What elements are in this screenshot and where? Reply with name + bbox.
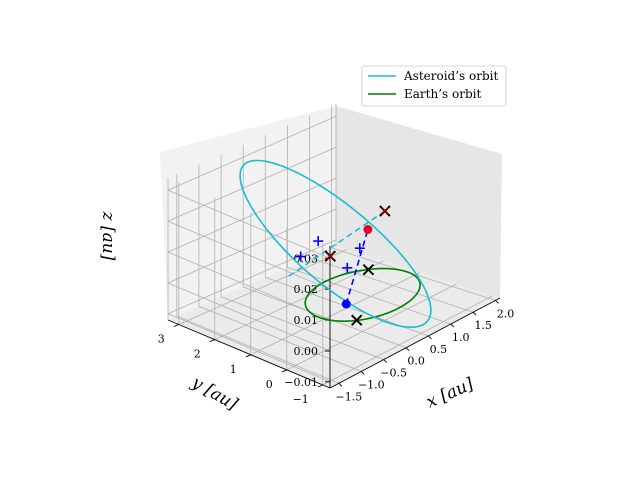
grid-line-x-floor-2 (220, 296, 384, 360)
left-pane (160, 106, 336, 320)
x-tick-label: 2.0 (497, 307, 515, 320)
grid-line-z-back-4 (167, 115, 337, 191)
x-tick-label: 0.5 (430, 343, 448, 356)
x-tick-label: −1.0 (358, 378, 385, 391)
x-tick-mark (360, 371, 365, 375)
grid-line-z-back-3 (167, 146, 337, 222)
y-axis-label: y [au] (187, 372, 241, 415)
y-tick-mark (317, 384, 323, 388)
grid-line-x-floor-6 (309, 257, 474, 313)
grid-line-z-left-2 (167, 251, 331, 321)
marker-x-3 (380, 207, 389, 216)
x-tick-mark (450, 323, 455, 328)
y-tick-label: 3 (158, 333, 165, 346)
grid-line-y-floor-4 (178, 249, 348, 325)
apsides-dashed-line (345, 229, 369, 305)
x-tick-mark (428, 335, 432, 340)
grid-line-x-floor-3 (243, 286, 407, 349)
marker-x-4 (362, 263, 375, 276)
y-tick-label: 0 (266, 378, 273, 391)
x-tick-label: 0.0 (407, 355, 425, 368)
x-tick-label: −1.5 (336, 390, 363, 403)
legend-label-asteroid: Asteroid’s orbit (403, 69, 498, 83)
grid-line-z-left-1 (167, 282, 331, 352)
grid-line-x-floor-5 (287, 267, 451, 325)
tick-labels: −1.5−1.0−0.50.0 0.5 1.0 1.5 2.0 −1 0 1 2 3 −0.01 0.… (158, 252, 514, 406)
grid-line-z-back-1 (167, 208, 337, 284)
y-tick-label: 2 (194, 348, 201, 361)
marker-x-7 (350, 314, 363, 326)
x-tick-label: 1.0 (452, 331, 470, 344)
legend: Asteroid’s orbit Earth’s orbit (361, 65, 507, 107)
z-axis-label: z [au] (98, 211, 118, 261)
grid-line-y-floor-0 (322, 295, 493, 386)
grid-line-z-back-2 (167, 177, 337, 253)
y-tick-mark (281, 369, 287, 373)
x-tick-mark (495, 300, 499, 304)
asteroid-orbit-line (239, 159, 432, 329)
z-tick-label: 0.03 (294, 252, 319, 265)
grid-line-z-left-0 (167, 313, 331, 383)
z-tick-label: 0.02 (294, 283, 319, 296)
legend-label-earth: Earth’s orbit (404, 87, 481, 101)
back-pane (336, 106, 502, 298)
x-tick-mark (383, 359, 388, 363)
plot-content (239, 159, 432, 329)
y-axis-line (167, 319, 331, 389)
y-tick-label: 1 (230, 363, 237, 376)
y-tick-mark (209, 339, 215, 343)
marker-x-6 (326, 252, 335, 261)
z-tick-label: 0.00 (294, 345, 319, 358)
z-tick-label: 0.01 (294, 314, 319, 327)
x-tick-mark (405, 347, 410, 352)
marker-dot-1 (363, 225, 373, 234)
y-tick-mark (173, 324, 179, 327)
y-tick-label: −1 (293, 393, 309, 406)
x-axis-label: x [au] (423, 374, 477, 412)
legend-box (361, 65, 507, 107)
grid-line-y-floor-2 (250, 272, 420, 356)
earth-orbit-line (304, 267, 421, 323)
grid-line-z-left-4 (167, 189, 331, 259)
x-axis-line (329, 297, 501, 389)
x-tick-mark (472, 311, 477, 316)
axis-lines (167, 104, 501, 389)
x-tick-label: 1.5 (474, 319, 492, 332)
grid-line-z-left-3 (167, 220, 331, 290)
z-tick-label: −0.01 (284, 376, 318, 389)
marker-dot-0 (341, 299, 351, 309)
grid-line-z-back-0 (167, 239, 337, 315)
grid-line-x-floor-1 (198, 306, 362, 372)
grid-line-x-floor-0 (176, 315, 340, 384)
x-tick-mark (338, 382, 343, 387)
y-tick-mark (245, 354, 251, 358)
x-tick-label: −0.5 (380, 367, 407, 380)
